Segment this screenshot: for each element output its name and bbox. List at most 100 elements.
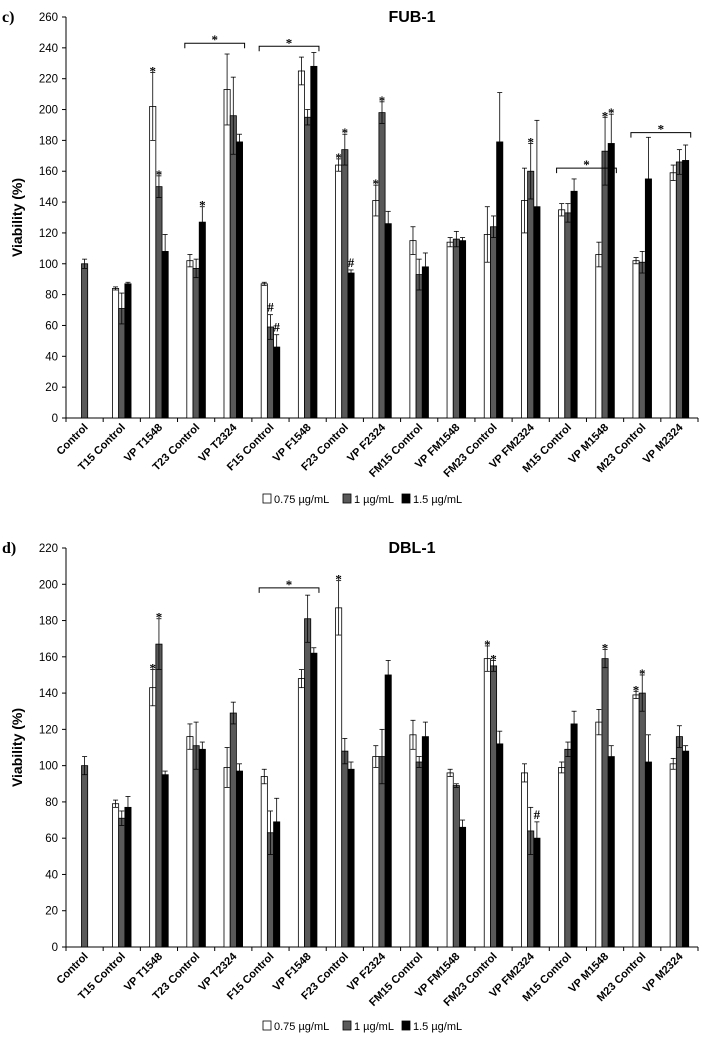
y-tick-label: 220 (39, 74, 58, 86)
bar-fub-1-s0-c14 (595, 254, 603, 419)
y-tick-label: 20 (45, 906, 58, 918)
panel-label: c) (2, 9, 14, 26)
legend-label: 1 µg/mL (354, 1021, 394, 1033)
significance-marker: # (348, 255, 355, 270)
legend-label: 1.5 µg/mL (413, 494, 462, 506)
bar-fub-1-s2-c13 (570, 190, 578, 419)
significance-marker: * (490, 651, 497, 666)
legend-label: 0.75 µg/mL (274, 1021, 329, 1033)
bracket-marker: * (583, 157, 590, 172)
y-tick-label: 100 (39, 259, 58, 271)
bar-fub-1-s2-c1 (124, 283, 132, 419)
bar-dbl-1-s0-c6 (297, 678, 305, 948)
bar-dbl-1-s1-c10 (452, 785, 460, 948)
bar-dbl-1-s2-c11 (496, 743, 504, 948)
y-tick-label: 180 (39, 616, 58, 628)
bar-fub-1-s1-c8 (378, 112, 386, 419)
bar-dbl-1-s1-c7 (341, 750, 349, 948)
bar-dbl-1-s0-c14 (595, 721, 603, 948)
significance-marker: * (342, 125, 349, 140)
bar-dbl-1-s1-c9 (415, 761, 423, 948)
bar-dbl-1-s2-c2 (161, 774, 169, 948)
bar-fub-1-s0-c7 (335, 164, 343, 419)
bar-dbl-1-s0-c16 (669, 763, 677, 948)
bar-fub-1-s2-c4 (235, 141, 243, 419)
y-tick-label: 240 (39, 43, 58, 55)
bar-dbl-1-s2-c15 (644, 761, 652, 948)
bar-fub-1-s0-c3 (186, 260, 194, 419)
y-tick-label: 200 (39, 105, 58, 117)
bar-fub-1-s0-c8 (372, 200, 380, 419)
bar-fub-1-s2-c3 (198, 221, 206, 419)
bar-dbl-1-s2-c3 (198, 748, 206, 948)
bar-dbl-1-s1-c2 (155, 643, 163, 948)
significance-marker: * (527, 134, 534, 149)
bar-fub-1-s0-c15 (632, 260, 640, 419)
bar-dbl-1-s2-c10 (459, 826, 467, 948)
significance-marker: * (156, 610, 163, 625)
bar-dbl-1-s0-c1 (112, 803, 120, 948)
y-tick-label: 20 (45, 382, 58, 394)
bar-fub-1-s1-c14 (601, 150, 609, 419)
significance-marker: * (639, 666, 646, 681)
significance-marker: * (149, 64, 156, 79)
bar-fub-1-s2-c2 (161, 251, 169, 419)
bar-fub-1-s1-c13 (564, 212, 572, 419)
y-tick-label: 0 (52, 413, 58, 425)
bar-dbl-1-s1-c1 (118, 817, 126, 948)
bar-fub-1-s2-c14 (607, 143, 615, 419)
y-tick-label: 140 (39, 688, 58, 700)
bar-fub-1-s1-c9 (415, 274, 423, 419)
significance-marker: # (267, 300, 274, 315)
bar-fub-1-s2-c9 (421, 266, 429, 419)
significance-marker: * (602, 108, 609, 123)
bar-fub-1-s1-c4 (229, 115, 237, 419)
bar-dbl-1-s1-c6 (304, 618, 312, 948)
significance-marker: # (273, 320, 280, 335)
bar-fub-1-s1-c0 (81, 263, 89, 419)
bar-fub-1-s2-c6 (310, 65, 318, 419)
chart-title: DBL-1 (388, 540, 435, 557)
bar-dbl-1-s0-c13 (558, 767, 566, 948)
x-tick-label: Control (55, 951, 91, 987)
bar-dbl-1-s1-c14 (601, 658, 609, 948)
bar-fub-1-s1-c6 (304, 116, 312, 419)
bar-fub-1-s2-c16 (682, 160, 690, 419)
bracket-marker: * (286, 577, 293, 592)
bar-dbl-1-s2-c1 (124, 806, 132, 948)
bracket-marker: * (658, 122, 665, 137)
legend-swatch (262, 1020, 272, 1031)
bar-dbl-1-s0-c4 (223, 767, 231, 948)
bar-fub-1-s0-c1 (112, 288, 120, 419)
y-tick-label: 160 (39, 652, 58, 664)
bar-dbl-1-s2-c8 (384, 674, 392, 948)
significance-marker: * (199, 198, 206, 213)
bar-dbl-1-s2-c4 (235, 770, 243, 948)
bar-fub-1-s1-c7 (341, 149, 349, 419)
bar-fub-1-s1-c2 (155, 186, 163, 419)
bar-dbl-1-s0-c3 (186, 736, 194, 948)
bar-dbl-1-s2-c9 (421, 736, 429, 948)
bar-fub-1-s1-c3 (192, 267, 200, 419)
x-tick-label: VP M2324 (641, 950, 686, 995)
bar-dbl-1-s0-c2 (149, 687, 157, 948)
y-tick-label: 40 (45, 869, 58, 881)
bar-dbl-1-s0-c8 (372, 756, 380, 948)
bar-dbl-1-s1-c15 (638, 692, 646, 948)
y-tick-label: 120 (39, 228, 58, 240)
y-axis-label: Viability (%) (9, 708, 25, 787)
bracket-marker: * (211, 32, 218, 47)
significance-bracket (258, 45, 320, 52)
legend-swatch (342, 1020, 352, 1031)
bar-fub-1-s1-c1 (118, 308, 126, 419)
significance-bracket (184, 42, 246, 49)
significance-bracket (630, 132, 692, 138)
y-axis-label: Viability (%) (9, 178, 25, 257)
y-tick-label: 100 (39, 761, 58, 773)
y-tick-label: 220 (39, 543, 58, 555)
significance-marker: * (602, 641, 609, 656)
bar-fub-1-s0-c6 (297, 70, 305, 419)
bar-fub-1-s0-c16 (669, 172, 677, 419)
significance-marker: * (633, 682, 640, 697)
bar-dbl-1-s1-c0 (81, 765, 89, 948)
